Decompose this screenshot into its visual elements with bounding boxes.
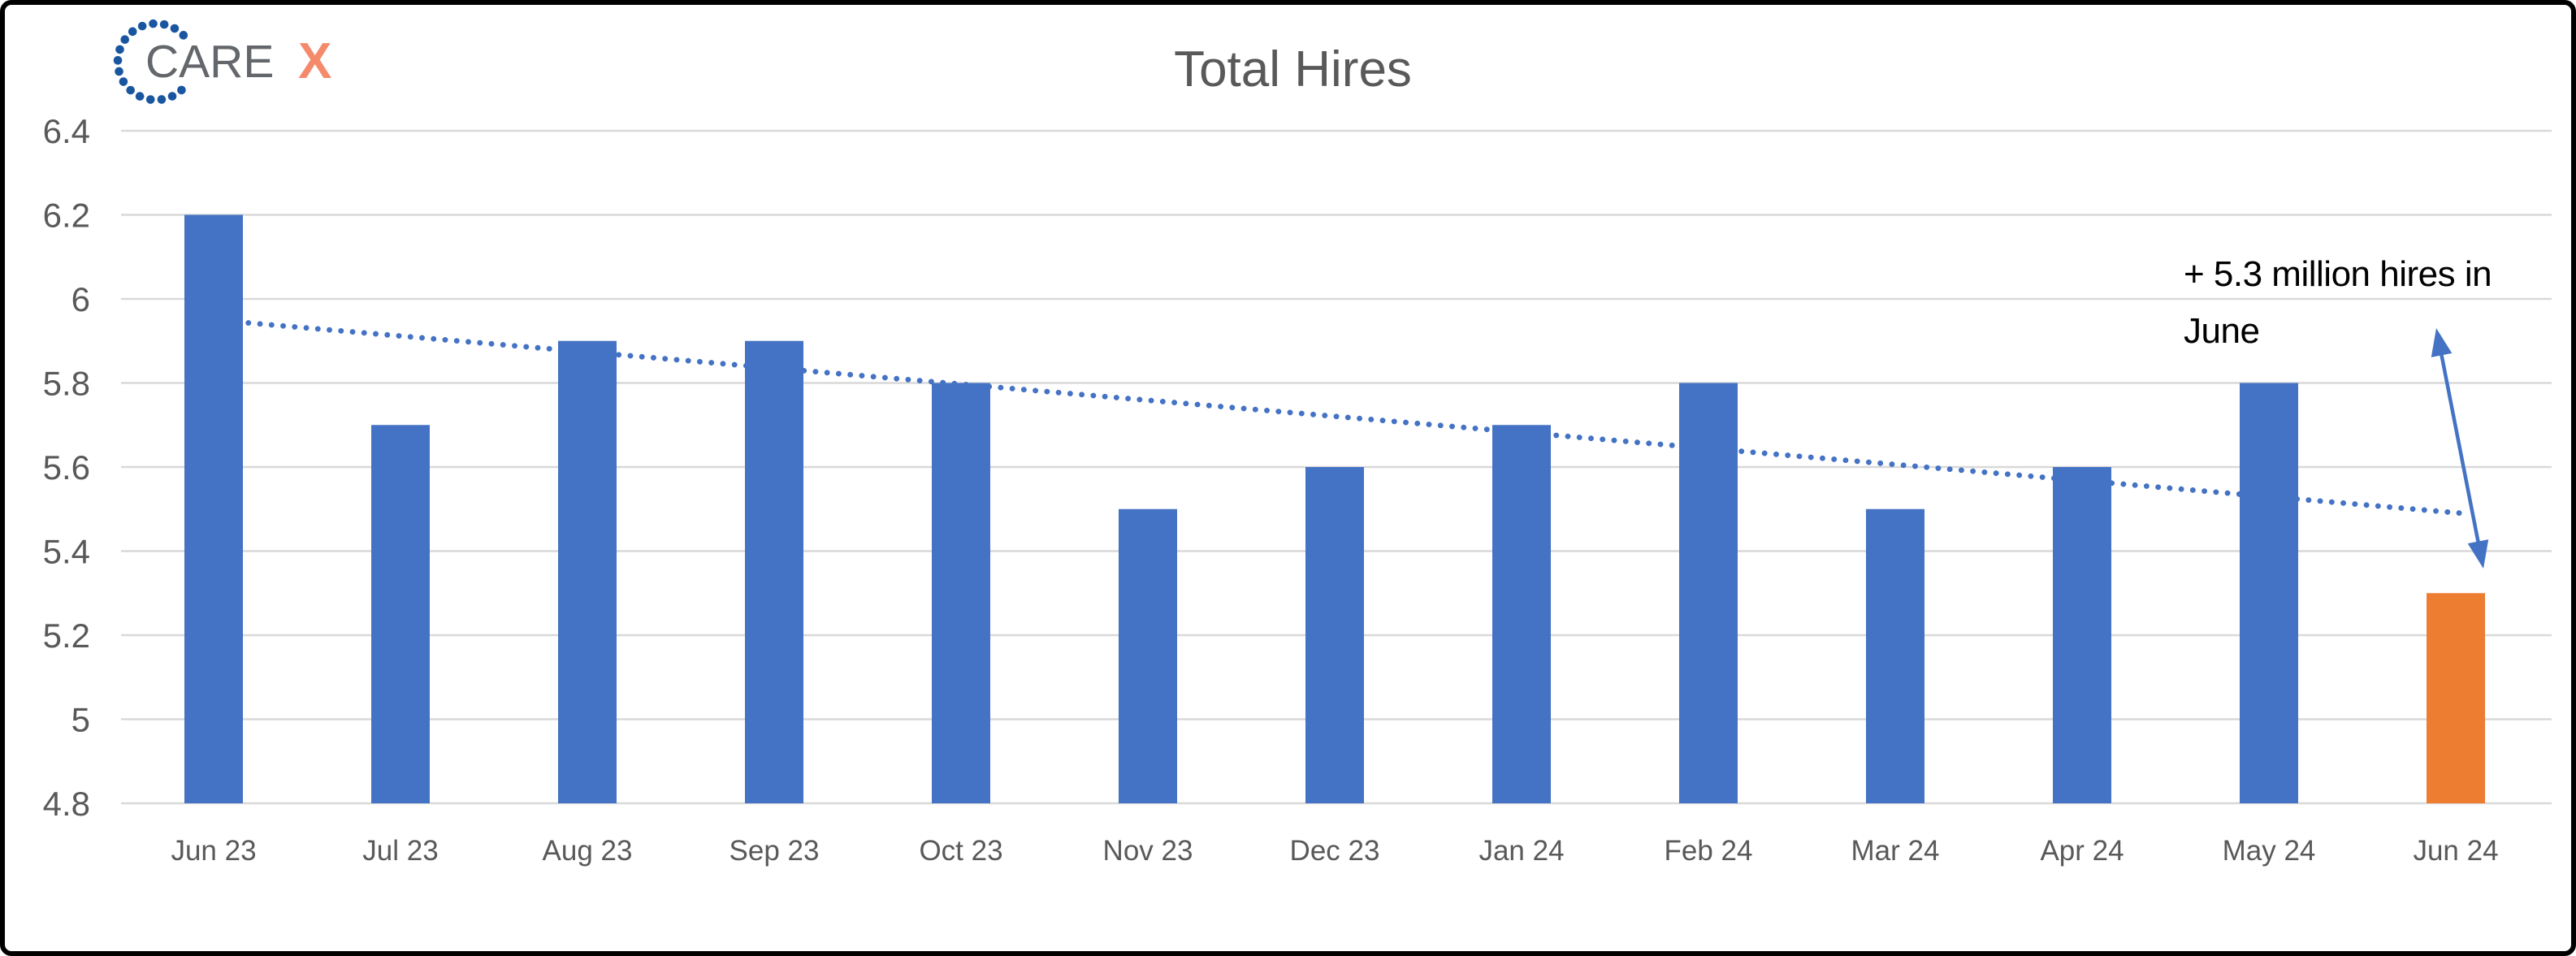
logo-dot (120, 35, 130, 45)
logo-dot (128, 27, 137, 37)
logo-dot (159, 19, 169, 29)
logo-dot (135, 92, 145, 101)
x-axis-tick-label: Sep 23 (730, 835, 820, 867)
annotation: + 5.3 million hires in June (2184, 246, 2571, 360)
change-arrow-shaft (2439, 350, 2481, 547)
bar-apr-24 (2053, 467, 2111, 803)
bar-may-24 (2240, 383, 2298, 803)
bar-jun-23 (184, 214, 243, 803)
logo-dot (149, 19, 158, 28)
change-arrow-head-top (2431, 328, 2453, 357)
x-axis-tick-label: Aug 23 (543, 835, 633, 867)
x-axis-tick-label: Dec 23 (1290, 835, 1380, 867)
y-axis-tick-label: 4.8 (43, 785, 90, 823)
bar-mar-24 (1866, 508, 1924, 803)
chart-title: Total Hires (1174, 41, 1412, 97)
x-axis-tick-label: Jul 23 (362, 835, 438, 867)
y-axis-tick-label: 6.2 (43, 197, 90, 235)
x-axis-tick-label: Nov 23 (1103, 835, 1193, 867)
logo-dot (157, 95, 167, 104)
y-axis-tick-label: 5.6 (43, 448, 90, 487)
x-axis-tick-label: Jun 24 (2413, 835, 2498, 867)
y-axis-tick-label: 5.2 (43, 616, 90, 655)
logo-dot (126, 85, 136, 95)
logo-dot (119, 77, 128, 86)
logo-dots-icon (113, 19, 188, 104)
y-axis-tick-label: 5.8 (43, 365, 90, 403)
trendline (210, 317, 2466, 517)
bar-feb-24 (1679, 383, 1738, 803)
logo-dot (137, 21, 147, 31)
x-axis-tick-label: Feb 24 (1665, 835, 1753, 867)
x-axis-tick-label: Mar 24 (1851, 835, 1940, 867)
logo-dot (145, 95, 155, 104)
bar-nov-23 (1119, 508, 1177, 803)
change-arrow-head-bottom (2467, 539, 2489, 569)
annotation-line-2: June (2184, 311, 2260, 351)
logo-dot (115, 45, 124, 54)
x-axis-tick-label: Jan 24 (1478, 835, 1564, 867)
y-axis-tick-label: 6.4 (43, 112, 90, 150)
bar-jan-24 (1492, 425, 1551, 803)
logo-dot (115, 67, 123, 76)
annotation-line-1: + 5.3 million hires in (2184, 254, 2492, 294)
bar-jun-24 (2427, 593, 2485, 803)
x-axis-tick-label: Apr 24 (2040, 835, 2124, 867)
y-axis-tick-label: 5.4 (43, 533, 90, 571)
bar-aug-23 (558, 340, 617, 803)
logo-text-care: CARE (145, 36, 275, 88)
carex-logo: CARE X (113, 18, 389, 110)
logo-dot (170, 24, 180, 33)
bar-jul-23 (371, 425, 430, 803)
logo-dot (113, 56, 123, 65)
bar-sep-23 (745, 340, 803, 803)
y-axis-tick-label: 6 (71, 280, 90, 318)
y-axis-tick-label: 5 (71, 701, 90, 739)
logo-dot (179, 31, 188, 40)
bar-oct-23 (932, 383, 990, 803)
logo-text-x: X (298, 33, 332, 89)
x-axis-tick-label: Jun 23 (171, 835, 256, 867)
bar-dec-23 (1305, 467, 1364, 803)
x-axis-tick-label: May 24 (2223, 835, 2316, 867)
logo-dot (167, 92, 177, 101)
chart-canvas: 6.4 6.2 6 5.8 5.6 5.4 5.2 5 4.8 Jun 23 Jul 23 Aug 2… (43, 112, 2552, 867)
logo-dot (177, 85, 186, 95)
x-axis-tick-label: Oct 23 (919, 835, 1002, 867)
